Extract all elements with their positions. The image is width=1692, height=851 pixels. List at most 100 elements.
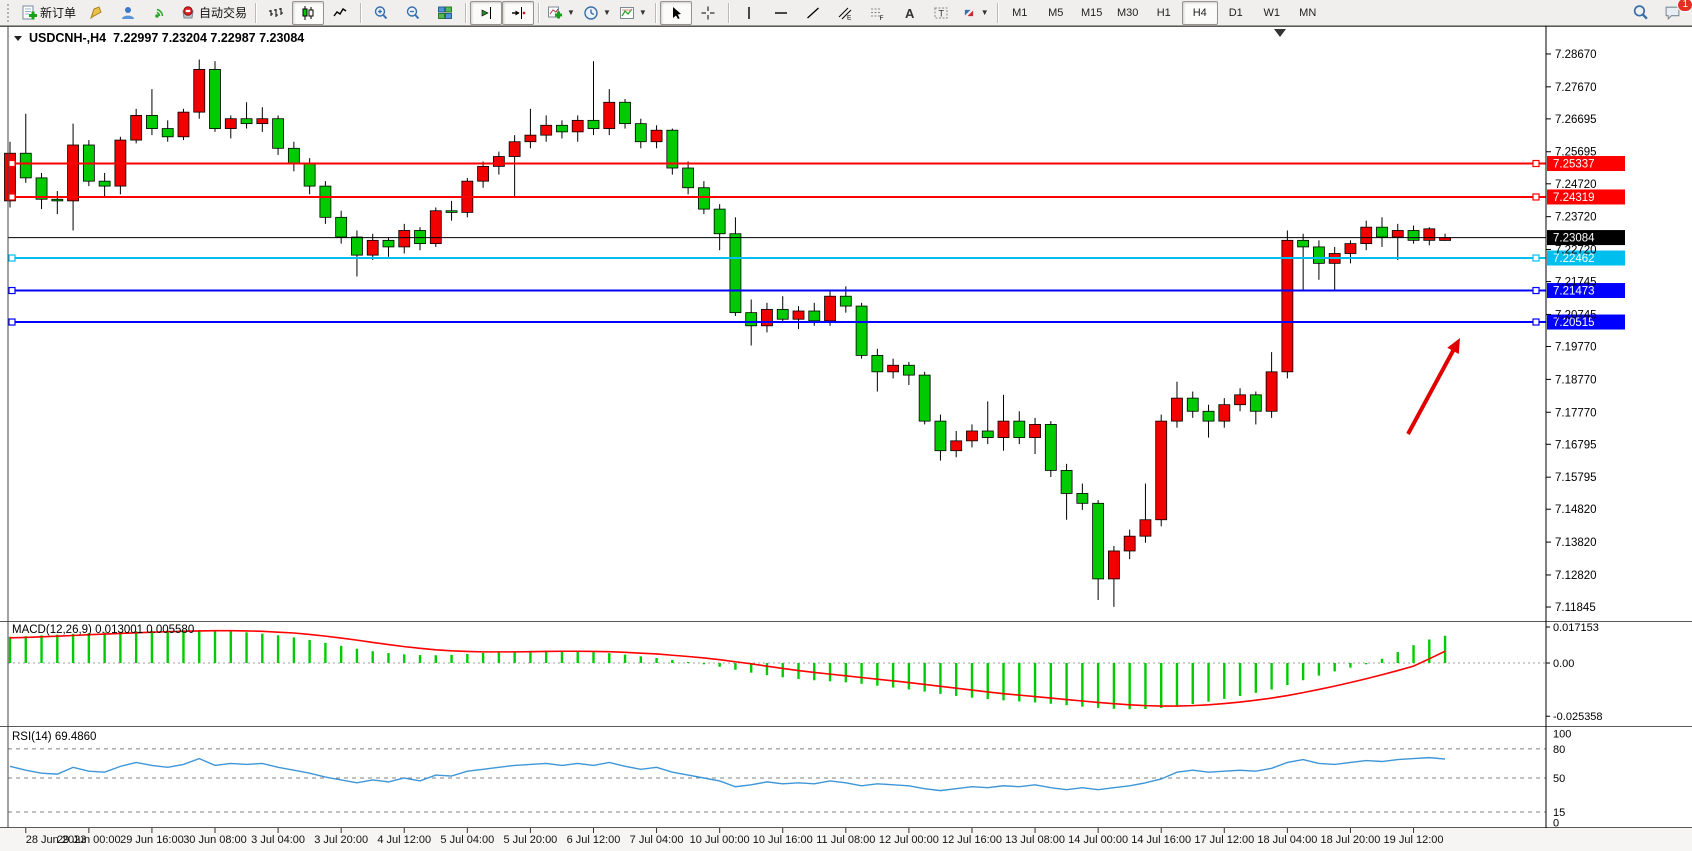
- tile-windows-button[interactable]: [429, 1, 461, 25]
- candle-body: [556, 124, 568, 133]
- time-tick-label: 5 Jul 20:00: [503, 834, 557, 846]
- hline-objects: 7.25337 7.24319 7.23084 7.22462 7.21473 7.205…: [8, 156, 1625, 330]
- hline-handle[interactable]: [8, 159, 16, 168]
- toolbar-drag-handle[interactable]: [7, 3, 14, 22]
- time-tick-label: 3 Jul 20:00: [314, 834, 368, 846]
- cursor-button[interactable]: [659, 0, 692, 25]
- price-tick-label: 7.13820: [1555, 537, 1597, 549]
- signals-icon: [155, 8, 164, 18]
- search-icon: [1633, 5, 1648, 20]
- candle-body: [1297, 239, 1310, 248]
- toolbar-separator: [538, 2, 540, 23]
- candlestick-chart-button[interactable]: [292, 0, 325, 25]
- candle-body: [1423, 228, 1436, 241]
- price-badge: [1547, 314, 1625, 330]
- chart-shift-icon: [512, 6, 526, 19]
- hline-handle[interactable]: [1532, 254, 1540, 262]
- templates-icon: [619, 6, 634, 19]
- candle-body: [445, 210, 458, 213]
- rsi-pane: [8, 748, 1546, 813]
- time-tick-label: 30 Jun 08:00: [183, 834, 247, 846]
- metaeditor-button[interactable]: [80, 1, 112, 25]
- crosshair-button[interactable]: [692, 1, 724, 25]
- fibonacci-icon: F: [870, 8, 883, 21]
- price-axis[interactable]: 7.28670 7.27670 7.26695 7.25695 7.24720 7.237…: [1546, 49, 1603, 830]
- text-label-button[interactable]: T: [925, 1, 957, 25]
- timeframe-mn-button[interactable]: MN: [1299, 6, 1317, 19]
- macd-indicator-label[interactable]: MACD(12,26,9) 0.013001 0.005580: [12, 624, 195, 636]
- chart-shift-marker[interactable]: [1274, 29, 1286, 37]
- text-button[interactable]: A: [893, 1, 925, 25]
- rsi-indicator-label[interactable]: RSI(14) 69.4860: [12, 731, 97, 743]
- timeframe-h4-button[interactable]: H4: [1181, 0, 1218, 25]
- hline-handle[interactable]: [8, 286, 16, 295]
- signals-button[interactable]: [144, 1, 176, 25]
- hline-handle[interactable]: [8, 318, 16, 326]
- time-axis-strip[interactable]: [0, 828, 1692, 851]
- hline-handle[interactable]: [1532, 286, 1540, 295]
- arrows-button[interactable]: ▼: [957, 1, 993, 25]
- candle-body: [839, 295, 852, 307]
- line-chart-button[interactable]: [324, 1, 356, 25]
- templates-button[interactable]: ▼: [615, 1, 651, 25]
- autotrading-icon: [182, 5, 194, 18]
- zoom-out-button[interactable]: [397, 1, 429, 25]
- candle-body: [666, 129, 679, 169]
- new-order-button[interactable]: 新订单: [17, 1, 80, 25]
- vertical-line-button[interactable]: [733, 1, 765, 25]
- price-tick-label: 7.27670: [1555, 82, 1597, 94]
- chart-shift-button[interactable]: [502, 0, 535, 25]
- price-tick-label: 7.24720: [1555, 179, 1597, 191]
- candle-body: [902, 364, 915, 376]
- zoom-in-button[interactable]: [365, 1, 397, 25]
- candle-body: [287, 147, 300, 164]
- bar-chart-button[interactable]: [260, 1, 292, 25]
- candle-body: [934, 420, 947, 452]
- chat-button[interactable]: 1: [1656, 0, 1692, 25]
- price-badge-label: 7.24319: [1553, 192, 1595, 204]
- hline-handle[interactable]: [1532, 193, 1540, 201]
- timeframe-m15-button[interactable]: M15: [1081, 6, 1103, 19]
- fibonacci-button[interactable]: F: [861, 1, 893, 25]
- periods-button[interactable]: ▼: [579, 1, 615, 25]
- hline-handle[interactable]: [1532, 159, 1540, 168]
- trend-arrow-annotation[interactable]: [1406, 338, 1460, 435]
- macd-tick-label: 0.00: [1553, 658, 1574, 670]
- timeframe-m5-button[interactable]: M5: [1048, 6, 1064, 19]
- timeframe-w1-button[interactable]: W1: [1263, 6, 1280, 19]
- price-tick-label: 7.15795: [1555, 472, 1597, 484]
- candle-body: [1234, 394, 1246, 406]
- timeframe-d1-button[interactable]: D1: [1228, 6, 1243, 19]
- price-badge-label: 7.22462: [1553, 253, 1595, 265]
- autotrading-button-label: 自动交易: [199, 6, 248, 20]
- chart-menu-icon[interactable]: [14, 35, 22, 41]
- timeframe-h1-button[interactable]: H1: [1156, 6, 1171, 19]
- candle-body: [745, 312, 758, 327]
- candle-body: [193, 69, 206, 113]
- candle-body: [382, 239, 395, 248]
- search-button[interactable]: [1624, 1, 1656, 25]
- hline-handle[interactable]: [8, 254, 16, 262]
- candle-body: [351, 236, 363, 256]
- timeframe-m1-button[interactable]: M1: [1012, 6, 1028, 19]
- timeframe-m30-button[interactable]: M30: [1117, 6, 1139, 19]
- price-badge-label: 7.20515: [1553, 317, 1595, 329]
- candle-body: [524, 134, 537, 143]
- toolbar: 新订单 自动交易 ▼ ▼ ▼ E F A T ▼ M1 M5 M15 M30 H1 H4 D1 W1 MN 1: [0, 0, 1692, 26]
- mql5-community-button[interactable]: [112, 1, 144, 25]
- horizontal-line-button[interactable]: [765, 1, 797, 25]
- candle-body: [303, 162, 316, 187]
- indicators-button[interactable]: ▼: [543, 1, 579, 25]
- chart-title: USDCNH-,H4 7.22997 7.23204 7.22987 7.230…: [14, 31, 304, 45]
- equidistant-channel-button[interactable]: E: [829, 1, 861, 25]
- autotrading-button[interactable]: 自动交易: [176, 1, 251, 25]
- candle-body: [981, 430, 994, 438]
- price-badge-label: 7.25337: [1553, 159, 1595, 171]
- hline-handle[interactable]: [8, 193, 16, 201]
- trendline-button[interactable]: [797, 1, 829, 25]
- price-tick-label: 7.28670: [1555, 49, 1597, 61]
- hline-handle[interactable]: [1532, 318, 1540, 326]
- auto-scroll-button[interactable]: [470, 0, 503, 25]
- time-tick-label: 3 Jul 04:00: [251, 834, 305, 846]
